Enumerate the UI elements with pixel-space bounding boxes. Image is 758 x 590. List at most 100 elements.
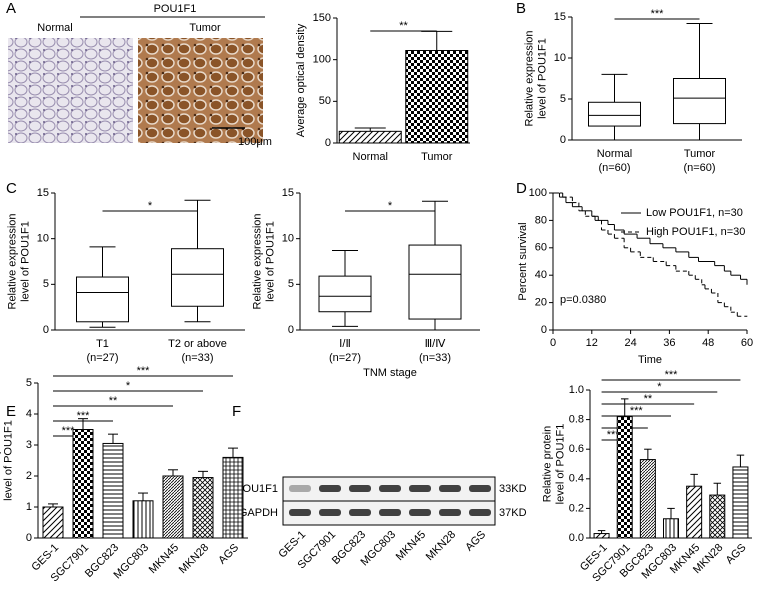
significance-label: *** — [651, 8, 665, 20]
y-tick-label: 20 — [535, 297, 547, 309]
blot-band — [409, 485, 431, 492]
x-axis-label: TNM stage — [363, 367, 417, 379]
blot-band — [409, 509, 431, 516]
y-tick-label: 0 — [560, 134, 566, 146]
significance-label: *** — [665, 369, 679, 381]
bar — [338, 130, 402, 144]
significance-label: ** — [399, 20, 408, 32]
y-axis-label: level of POU1F1 — [19, 221, 31, 302]
y-axis-label: Relative expression — [6, 214, 18, 310]
y-axis-label: level of POU1F1 — [2, 420, 14, 501]
significance-label: ** — [109, 395, 118, 407]
y-axis-label: level of POU1F1 — [536, 38, 548, 119]
bar — [663, 518, 679, 539]
blot-band — [379, 485, 401, 492]
x-tick-label: AGS — [724, 542, 749, 567]
box — [588, 101, 641, 127]
y-tick-label: 150 — [313, 12, 331, 24]
x-tick-label: T1 — [96, 338, 109, 350]
y-tick-label: 0.8 — [569, 414, 584, 426]
p-value: p=0.0380 — [560, 294, 606, 306]
sample-size-label: (n=27) — [329, 352, 361, 364]
blot-size-label: 37KD — [499, 507, 527, 519]
significance-label: * — [126, 380, 131, 392]
panel-letter: D — [516, 180, 527, 197]
sample-size-label: (n=33) — [181, 352, 213, 364]
blot-lane-label: MKN28 — [424, 529, 458, 563]
image-title: POU1F1 — [154, 3, 197, 15]
ihc-tumor-image — [138, 38, 263, 143]
x-tick-label: Normal — [353, 151, 388, 163]
y-tick-label: 4 — [26, 408, 32, 420]
y-axis-label: Percent survival — [517, 222, 529, 300]
significance-label: * — [388, 200, 393, 212]
panel-letter: A — [6, 0, 16, 17]
bar — [686, 485, 703, 539]
y-tick-label: 15 — [554, 11, 566, 23]
sample-size-label: (n=60) — [683, 162, 715, 174]
bar — [639, 459, 656, 539]
x-tick-label: Ⅲ/Ⅳ — [425, 338, 447, 350]
x-tick-label: 0 — [550, 337, 556, 349]
y-tick-label: 5 — [288, 278, 294, 290]
x-tick-label: 60 — [741, 337, 753, 349]
y-axis-label: level of POU1F1 — [554, 424, 566, 505]
bar — [42, 506, 64, 539]
box — [673, 78, 726, 125]
image-label: Tumor — [189, 22, 221, 34]
bar — [709, 494, 726, 539]
x-tick-label: MKN28 — [177, 542, 211, 576]
y-tick-label: 5 — [43, 278, 49, 290]
sample-size-label: (n=33) — [419, 352, 451, 364]
bar — [162, 475, 184, 539]
y-tick-label: 0 — [541, 324, 547, 336]
x-tick-label: 48 — [702, 337, 714, 349]
panel-letter: C — [6, 180, 17, 197]
blot-band — [349, 485, 371, 492]
y-tick-label: 0 — [325, 137, 331, 149]
blot-size-label: 33KD — [499, 483, 527, 495]
bar — [616, 416, 633, 539]
blot-band — [319, 509, 341, 516]
significance-label: *** — [62, 425, 76, 437]
box — [408, 244, 462, 320]
y-axis-label: Relative expression — [523, 31, 535, 127]
x-tick-label: AGS — [216, 542, 241, 567]
panel-letter: F — [232, 403, 241, 420]
y-axis-label: Relative expression — [0, 413, 1, 509]
y-tick-label: 0 — [26, 532, 32, 544]
blot-band — [469, 485, 491, 492]
bar — [593, 533, 610, 539]
image-label: Normal — [37, 22, 72, 34]
blot-band — [379, 509, 401, 516]
bar — [405, 50, 469, 144]
y-tick-label: 0.2 — [569, 502, 584, 514]
panel-letter: B — [516, 0, 526, 17]
blot-band — [469, 509, 491, 516]
y-tick-label: 10 — [37, 233, 49, 245]
y-tick-label: 15 — [282, 187, 294, 199]
significance-label: *** — [137, 365, 151, 377]
significance-label: * — [657, 381, 662, 393]
y-tick-label: 5 — [26, 377, 32, 389]
y-tick-label: 0.6 — [569, 443, 584, 455]
bar — [102, 442, 124, 539]
y-tick-label: 0 — [288, 324, 294, 336]
bar — [72, 429, 94, 539]
y-tick-label: 50 — [319, 95, 331, 107]
y-tick-label: 5 — [560, 93, 566, 105]
blot-band — [289, 509, 311, 516]
y-tick-label: 0 — [43, 324, 49, 336]
blot-row-label: POU1F1 — [235, 483, 278, 495]
y-tick-label: 40 — [535, 269, 547, 281]
x-tick-label: T2 or above — [168, 338, 227, 350]
y-tick-label: 10 — [282, 233, 294, 245]
x-tick-label: 36 — [663, 337, 675, 349]
y-axis-label: Relative protein — [541, 426, 553, 502]
blot-band — [439, 485, 461, 492]
x-tick-label: Tumor — [421, 151, 453, 163]
western-blot: POU1F1 GAPDH 33KD 37KD — [235, 476, 527, 526]
sample-size-label: (n=27) — [86, 352, 118, 364]
y-tick-label: 0.0 — [569, 532, 584, 544]
x-tick-label: MKN45 — [147, 542, 181, 576]
